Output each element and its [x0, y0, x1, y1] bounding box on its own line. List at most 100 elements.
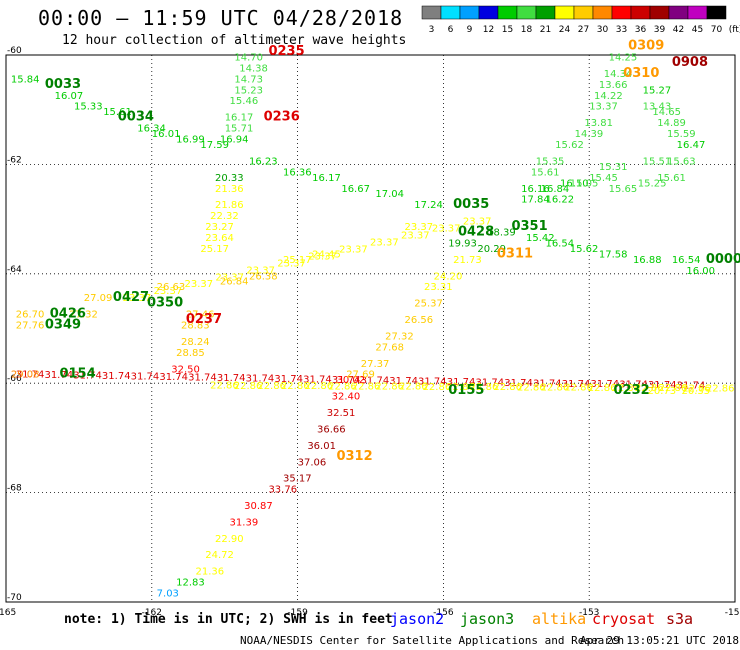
track-label: 31.74 [619, 380, 648, 391]
wave-height-label: 22.90 [215, 534, 244, 545]
wave-height-label: 16.17 [312, 173, 341, 184]
track-label: 31.74 [533, 378, 562, 389]
track-label: 31.74 [389, 376, 418, 387]
track-label: 23.37 [246, 265, 275, 276]
colorbar-label: 24 [559, 25, 571, 35]
wave-height-label: 30.02 [336, 375, 365, 386]
wave-height-label: 17.58 [599, 249, 628, 260]
track-label: 31.74 [159, 372, 188, 383]
track-label: 22.86 [541, 382, 570, 393]
track-label: 23.37 [154, 286, 183, 297]
footnote: note: 1) Time is in UTC; 2) SWH is in fe… [64, 612, 393, 627]
timestamp: Apr 29 13:05:21 UTC 2018 [580, 634, 739, 647]
wave-height-label: 13.81 [584, 118, 613, 129]
wave-height-label: 24.20 [434, 271, 463, 282]
track-label: 23.37 [308, 251, 337, 262]
time-label: 0349 [45, 318, 81, 333]
colorbar-label: 36 [635, 25, 647, 35]
plot-frame [5, 54, 736, 603]
colorbar-label: (ft) [729, 25, 740, 35]
track-label: 31.74 [504, 378, 533, 389]
wave-height-label: 17.04 [375, 189, 404, 200]
wave-height-label: 15.42 [526, 233, 555, 244]
legend-item-jason2: jason2 [390, 610, 445, 628]
wave-height-label: 15.71 [225, 124, 254, 135]
y-tick-label: -70 [7, 593, 22, 603]
track-label: 23.37 [401, 230, 430, 241]
track-label: 22.86 [257, 381, 286, 392]
wave-height-label: 30.87 [244, 501, 273, 512]
wave-height-label: 16.54 [545, 238, 574, 249]
wave-height-label: 37.06 [298, 457, 327, 468]
time-label: 0427 [113, 290, 149, 305]
colorbar-swatch [630, 5, 651, 20]
wave-height-label: 16.94 [220, 135, 249, 146]
wave-height-label: 29.08 [11, 370, 40, 381]
wave-height-label: 27.32 [69, 310, 98, 321]
y-tick-label: -64 [7, 265, 22, 275]
wave-height-label: 15.61 [657, 173, 686, 184]
track-label: 31.74 [73, 371, 102, 382]
time-label: 0309 [628, 39, 664, 54]
colorbar-swatch [421, 5, 442, 20]
wave-height-label: 16.07 [55, 91, 84, 102]
colorbar-label: 27 [578, 25, 589, 35]
track-label: 31.74 [303, 374, 332, 385]
time-label: 0235 [268, 44, 304, 59]
track-label: 22.86 [234, 381, 263, 392]
track-label: 31.74 [418, 376, 447, 387]
track-label: 31.74 [217, 373, 246, 384]
colorbar-label: 45 [692, 25, 703, 35]
time-label: 0232 [614, 383, 650, 398]
track-label: 23.37 [123, 293, 152, 304]
x-tick-label: -150 [725, 608, 740, 618]
wave-height-label: 28.24 [181, 337, 210, 348]
legend-item-cryosat: cryosat [592, 610, 656, 628]
x-tick-label: -162 [142, 608, 162, 618]
y-tick-label: -60 [7, 46, 22, 56]
y-tick-label: -62 [7, 155, 22, 165]
colorbar-swatch [535, 5, 556, 20]
wave-height-label: 14.34 [604, 69, 633, 80]
wave-height-label: 14.65 [652, 107, 681, 118]
track-label: 22.86 [210, 381, 239, 392]
wave-height-label: 16.22 [545, 195, 574, 206]
wave-height-label: 17.59 [200, 140, 229, 151]
wave-height-label: 32.50 [171, 364, 200, 375]
wave-height-label: 27.69 [346, 370, 375, 381]
wave-height-label: 20.73 [648, 386, 677, 397]
wave-height-label: 15.59 [667, 129, 696, 140]
track-label: 31.74 [476, 377, 505, 388]
colorbar-label: 18 [521, 25, 533, 35]
track-label: 31.74 [447, 377, 476, 388]
wave-height-label: 16.54 [672, 255, 701, 266]
wave-height-label: 24.72 [205, 550, 234, 561]
wave-height-label: 15.61 [531, 167, 560, 178]
wave-height-label: 14.89 [657, 118, 686, 129]
time-label: 0908 [672, 55, 708, 70]
wave-height-label: 28.85 [176, 348, 205, 359]
legend-item-altika: altika [532, 610, 587, 628]
wave-height-label: 35.17 [283, 474, 312, 485]
colorbar-label: 12 [483, 25, 494, 35]
wave-height-label: 16.84 [541, 184, 570, 195]
wave-height-label: 16.34 [137, 124, 166, 135]
time-label: 0350 [147, 296, 183, 311]
wave-height-label: 12.83 [176, 578, 205, 589]
wave-height-label: 25.17 [200, 244, 229, 255]
wave-height-label: 15.23 [234, 85, 263, 96]
time-label: 0034 [118, 110, 154, 125]
wave-height-label: 14.39 [575, 129, 604, 140]
y-tick-label: -68 [7, 484, 22, 494]
track-label: 22.86 [281, 381, 310, 392]
track-label: 22.86 [493, 382, 522, 393]
track-label: 22.86 [470, 382, 499, 393]
colorbar-label: 39 [654, 25, 666, 35]
colorbar-swatch [497, 5, 518, 20]
wave-height-label: 15.51 [643, 156, 672, 167]
wave-height-label: 23.64 [205, 233, 234, 244]
wave-height-label: 19.93 [448, 238, 477, 249]
wave-height-label: 14.38 [239, 63, 268, 74]
track-label: 31.74 [677, 381, 706, 392]
wave-height-label: 25.17 [283, 255, 312, 266]
